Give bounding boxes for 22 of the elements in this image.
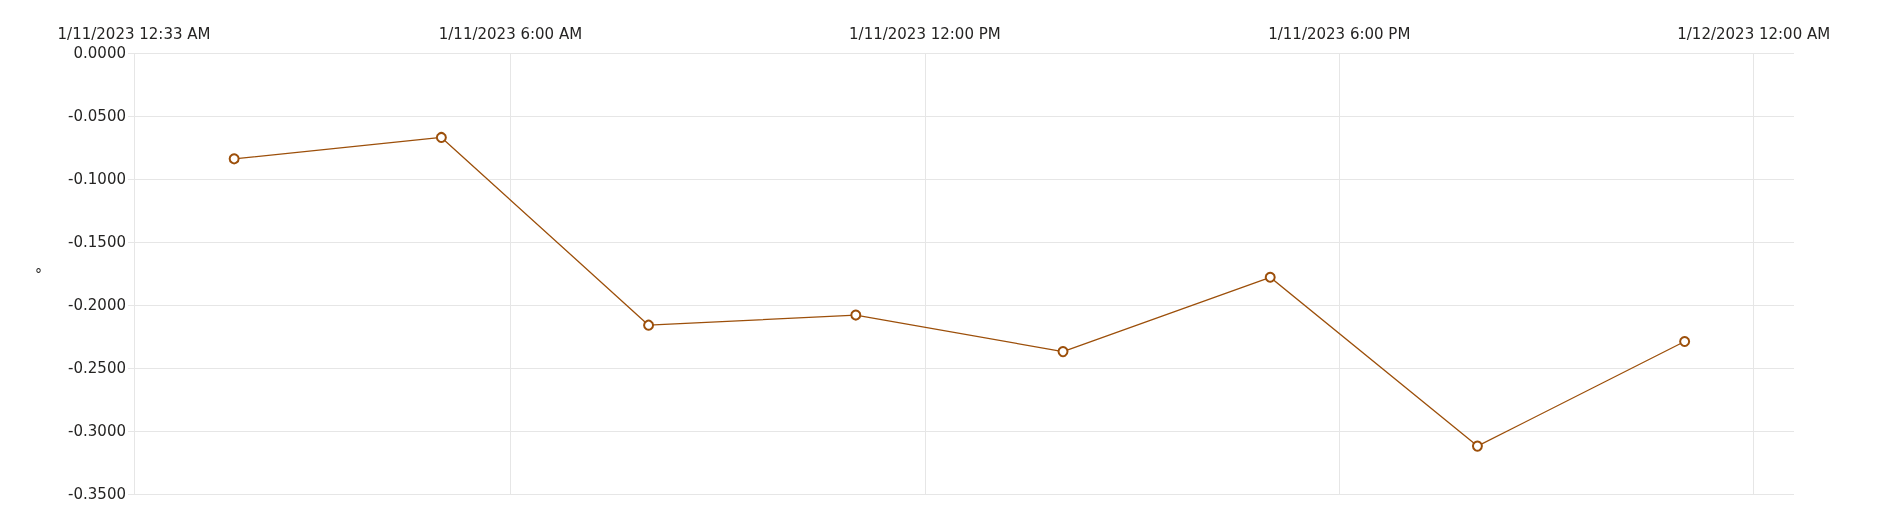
point xyxy=(643,319,655,331)
y-tick-label: -0.1000 xyxy=(68,170,126,188)
x-tick-label: 1/11/2023 6:00 PM xyxy=(1268,24,1411,43)
x-tick-label: 1/11/2023 6:00 AM xyxy=(438,24,583,43)
y-tick-label: -0.3500 xyxy=(68,485,126,503)
y-tick-label: -0.0500 xyxy=(68,107,126,125)
y-tick-label: -0.3000 xyxy=(68,422,126,440)
x-tick-label: 1/11/2023 12:33 AM xyxy=(57,24,211,43)
point xyxy=(1471,440,1483,452)
y-axis-title: ° xyxy=(35,265,42,282)
point xyxy=(1057,346,1069,358)
y-tick-label: -0.2500 xyxy=(68,359,126,377)
x-tick-label: 1/11/2023 12:00 PM xyxy=(849,24,1001,43)
y-tick-label: -0.1500 xyxy=(68,233,126,251)
point xyxy=(850,309,862,321)
point xyxy=(1264,271,1276,283)
point xyxy=(228,153,240,165)
point xyxy=(1679,336,1691,348)
y-tick-label: 0.0000 xyxy=(73,44,126,62)
y-tick-label: -0.2000 xyxy=(68,296,126,314)
x-tick-label: 1/12/2023 12:00 AM xyxy=(1677,24,1831,43)
point xyxy=(435,131,447,143)
